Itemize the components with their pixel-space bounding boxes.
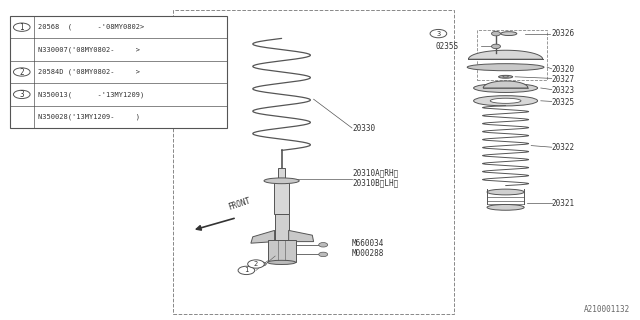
Ellipse shape [268, 260, 296, 264]
Text: M000288: M000288 [352, 249, 385, 258]
Circle shape [13, 90, 30, 99]
Text: 3: 3 [19, 90, 24, 99]
Text: 20310B〈LH〉: 20310B〈LH〉 [352, 178, 398, 187]
Text: 3: 3 [436, 31, 440, 36]
Text: 20310A〈RH〉: 20310A〈RH〉 [352, 169, 398, 178]
Ellipse shape [474, 96, 538, 106]
Ellipse shape [503, 76, 509, 77]
Text: 20584D ('08MY0802-     >: 20584D ('08MY0802- > [38, 69, 140, 75]
Text: N350028('13MY1209-     ): N350028('13MY1209- ) [38, 114, 140, 120]
Polygon shape [468, 50, 543, 59]
Ellipse shape [501, 32, 517, 36]
Ellipse shape [499, 76, 513, 78]
FancyBboxPatch shape [268, 240, 296, 262]
Circle shape [247, 268, 255, 272]
Text: 20320: 20320 [552, 65, 575, 74]
Polygon shape [483, 81, 528, 88]
Circle shape [319, 252, 328, 257]
Text: N350013(      -'13MY1209): N350013( -'13MY1209) [38, 91, 144, 98]
Circle shape [259, 262, 266, 266]
Ellipse shape [467, 64, 544, 71]
Text: 20321: 20321 [552, 199, 575, 208]
Circle shape [248, 260, 264, 268]
Text: 20322: 20322 [552, 143, 575, 152]
Ellipse shape [487, 189, 524, 195]
Circle shape [238, 266, 255, 275]
Text: A210001132: A210001132 [584, 305, 630, 314]
Text: N330007('08MY0802-     >: N330007('08MY0802- > [38, 46, 140, 53]
Polygon shape [289, 230, 314, 242]
Text: 0235S: 0235S [435, 42, 458, 51]
Text: 1: 1 [19, 23, 24, 32]
Ellipse shape [490, 98, 521, 103]
Text: 2: 2 [19, 68, 24, 76]
Circle shape [492, 31, 500, 36]
FancyBboxPatch shape [274, 179, 289, 214]
Text: 20326: 20326 [552, 29, 575, 38]
Text: FRONT: FRONT [227, 196, 252, 212]
Text: 2: 2 [254, 261, 258, 267]
FancyBboxPatch shape [10, 16, 227, 128]
Ellipse shape [264, 178, 300, 184]
Circle shape [430, 29, 447, 38]
Text: 20325: 20325 [552, 98, 575, 107]
FancyBboxPatch shape [278, 168, 285, 179]
Text: M660034: M660034 [352, 239, 385, 248]
FancyBboxPatch shape [275, 214, 289, 240]
Text: 20323: 20323 [552, 86, 575, 95]
Circle shape [13, 68, 30, 76]
Circle shape [319, 243, 328, 247]
Ellipse shape [474, 84, 538, 92]
Circle shape [13, 23, 30, 31]
Text: 20327: 20327 [552, 75, 575, 84]
Circle shape [492, 44, 500, 49]
Text: 20330: 20330 [352, 124, 375, 132]
Ellipse shape [487, 204, 524, 210]
Text: 1: 1 [244, 268, 248, 273]
Polygon shape [251, 230, 275, 243]
Text: 20568  (      -'08MY0802>: 20568 ( -'08MY0802> [38, 24, 144, 30]
